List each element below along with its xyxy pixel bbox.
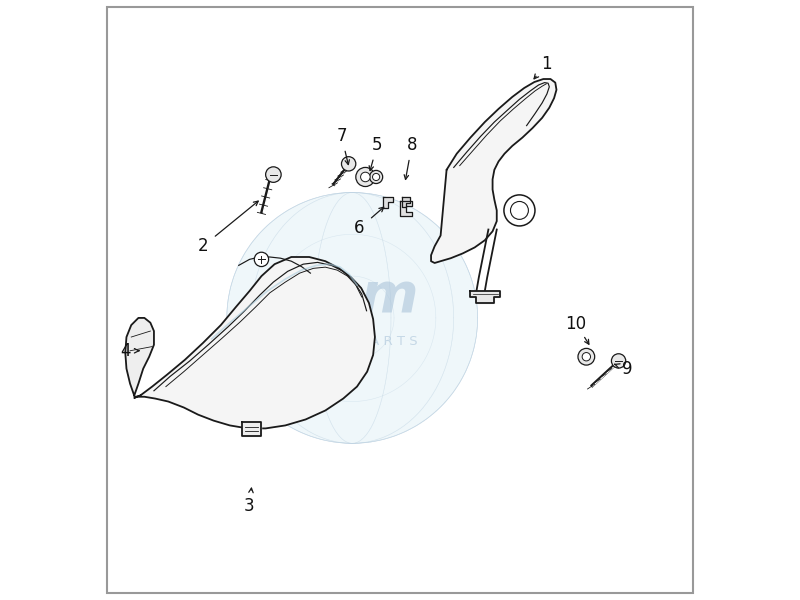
Circle shape	[356, 167, 375, 187]
Text: 6: 6	[354, 220, 365, 238]
Circle shape	[361, 172, 370, 182]
Text: oem: oem	[286, 270, 419, 324]
Polygon shape	[400, 202, 412, 216]
Circle shape	[342, 157, 356, 171]
Text: 7: 7	[336, 127, 346, 145]
Text: 2: 2	[198, 237, 208, 255]
Text: 1: 1	[541, 55, 552, 73]
Circle shape	[227, 193, 478, 443]
Text: 10: 10	[566, 315, 586, 333]
Text: 8: 8	[406, 136, 417, 154]
Text: 3: 3	[244, 497, 255, 515]
Polygon shape	[431, 79, 557, 263]
Circle shape	[504, 195, 535, 226]
Circle shape	[254, 252, 269, 266]
Circle shape	[370, 170, 382, 184]
Text: 9: 9	[622, 359, 632, 377]
Text: M O T O R P A R T S: M O T O R P A R T S	[287, 335, 418, 349]
Polygon shape	[134, 257, 375, 428]
Text: 4: 4	[120, 342, 130, 360]
Circle shape	[611, 354, 626, 368]
Circle shape	[582, 353, 590, 361]
Circle shape	[578, 349, 594, 365]
Polygon shape	[470, 291, 500, 303]
Polygon shape	[402, 197, 410, 208]
Polygon shape	[126, 318, 154, 395]
Polygon shape	[242, 422, 262, 436]
Circle shape	[373, 173, 380, 181]
Polygon shape	[383, 197, 393, 208]
Circle shape	[266, 167, 281, 182]
Text: 5: 5	[372, 136, 382, 154]
